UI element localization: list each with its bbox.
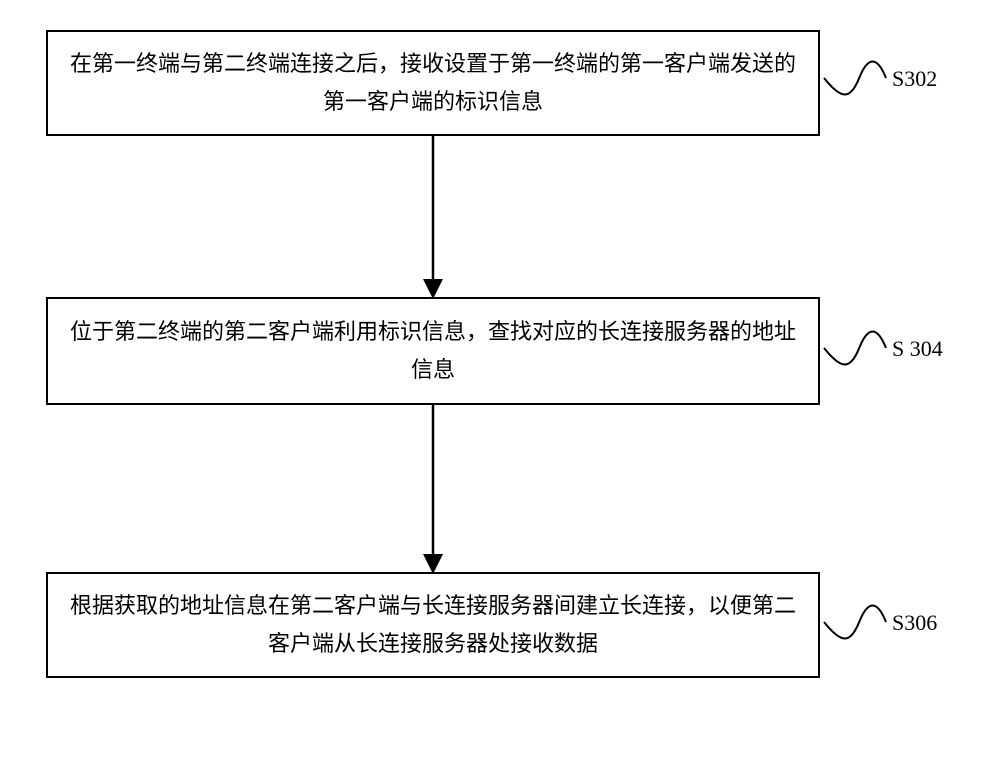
flowchart-label-connector-2 xyxy=(824,332,886,365)
flowchart-step-3: 根据获取的地址信息在第二客户端与长连接服务器间建立长连接，以便第二客户端从长连接… xyxy=(46,572,820,678)
flowchart-step-3-label: S306 xyxy=(892,610,937,636)
flowchart-step-1-text: 在第一终端与第二终端连接之后，接收设置于第一终端的第一客户端发送的第一客户端的标… xyxy=(62,45,804,122)
flowchart-label-connector-3 xyxy=(824,606,886,639)
flowchart-step-1-label: S302 xyxy=(892,66,937,92)
flowchart-step-2: 位于第二终端的第二客户端利用标识信息，查找对应的长连接服务器的地址信息 xyxy=(46,297,820,405)
flowchart-step-3-text: 根据获取的地址信息在第二客户端与长连接服务器间建立长连接，以便第二客户端从长连接… xyxy=(62,587,804,664)
flowchart-step-1: 在第一终端与第二终端连接之后，接收设置于第一终端的第一客户端发送的第一客户端的标… xyxy=(46,30,820,136)
flowchart-step-2-label: S 304 xyxy=(892,336,943,362)
flowchart-step-2-text: 位于第二终端的第二客户端利用标识信息，查找对应的长连接服务器的地址信息 xyxy=(62,313,804,390)
flowchart-label-connector-1 xyxy=(824,62,886,95)
flowchart-canvas: 在第一终端与第二终端连接之后，接收设置于第一终端的第一客户端发送的第一客户端的标… xyxy=(0,0,1000,762)
